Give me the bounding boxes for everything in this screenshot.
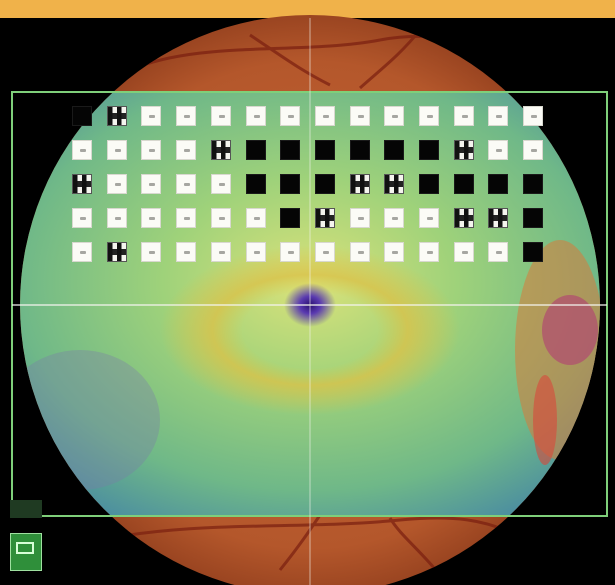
grid-cell-black [454,174,474,194]
grid-cell-white [488,242,508,262]
grid-cell-white [141,242,161,262]
grid-cell-mixed [107,106,127,126]
grid-cell-white [350,208,370,228]
grid-cell-white [488,106,508,126]
grid-cell-black [523,242,543,262]
grid-cell-mixed [315,208,335,228]
grid-cell-white [72,242,92,262]
grid-cell-white [419,242,439,262]
grid-cell-black [280,174,300,194]
grid-cell-white [315,106,335,126]
grid-cell-white [176,242,196,262]
grid-cell-black [246,140,266,160]
grid-cell-black [280,140,300,160]
grid-cell-black [419,174,439,194]
grid-cell-white [176,208,196,228]
grid-cell-black [384,140,404,160]
grid-cell-white [176,140,196,160]
grid-cell-white [211,208,231,228]
grid-cell-black [246,174,266,194]
grid-cell-white [211,242,231,262]
top-color-bar [0,0,615,18]
grid-cell-white [523,140,543,160]
grid-cell-white [350,242,370,262]
grid-cell-white [419,106,439,126]
grid-cell-white [176,106,196,126]
grid-cell-black [350,140,370,160]
grid-cell-white [141,208,161,228]
grid-cell-white [246,106,266,126]
grid-cell-mixed [350,174,370,194]
grid-cell-white [280,106,300,126]
grid-cell-mixed [488,208,508,228]
grid-cell-white [176,174,196,194]
grid-cell-white [454,106,474,126]
corner-thumbnail [10,533,42,571]
grid-cell-white [350,106,370,126]
grid-cell-white [72,140,92,160]
grid-cell-mixed [107,242,127,262]
grid-cell-white [384,106,404,126]
grid-cell-white [488,140,508,160]
grid-cell-white [419,208,439,228]
grid-cell-black [72,106,92,126]
grid-cell-white [384,208,404,228]
grid-cell-white [72,208,92,228]
grid-cell-mixed [454,208,474,228]
grid-cell-black [280,208,300,228]
grid-cell-black [488,174,508,194]
grid-cell-white [141,140,161,160]
grid-cell-white [246,242,266,262]
grid-cell-black [523,208,543,228]
grid-cell-mixed [211,140,231,160]
grid-cell-white [523,106,543,126]
grid-cell-white [384,242,404,262]
grid-cell-black [523,174,543,194]
grid-cell-mixed [384,174,404,194]
grid-cell-white [280,242,300,262]
corner-thumbnail-strip [10,500,42,518]
grid-cell-mixed [454,140,474,160]
grid-cell-white [107,140,127,160]
grid-cell-white [141,174,161,194]
grid-cell-white [141,106,161,126]
grid-cell-white [107,208,127,228]
grid-cell-white [107,174,127,194]
grid-cell-white [211,106,231,126]
grid-cell-black [419,140,439,160]
grid-cell-black [315,174,335,194]
grid-cell-white [211,174,231,194]
grid-cell-black [315,140,335,160]
grid-cell-white [246,208,266,228]
grid-cell-white [315,242,335,262]
grid-cell-white [454,242,474,262]
grid-cell-mixed [72,174,92,194]
